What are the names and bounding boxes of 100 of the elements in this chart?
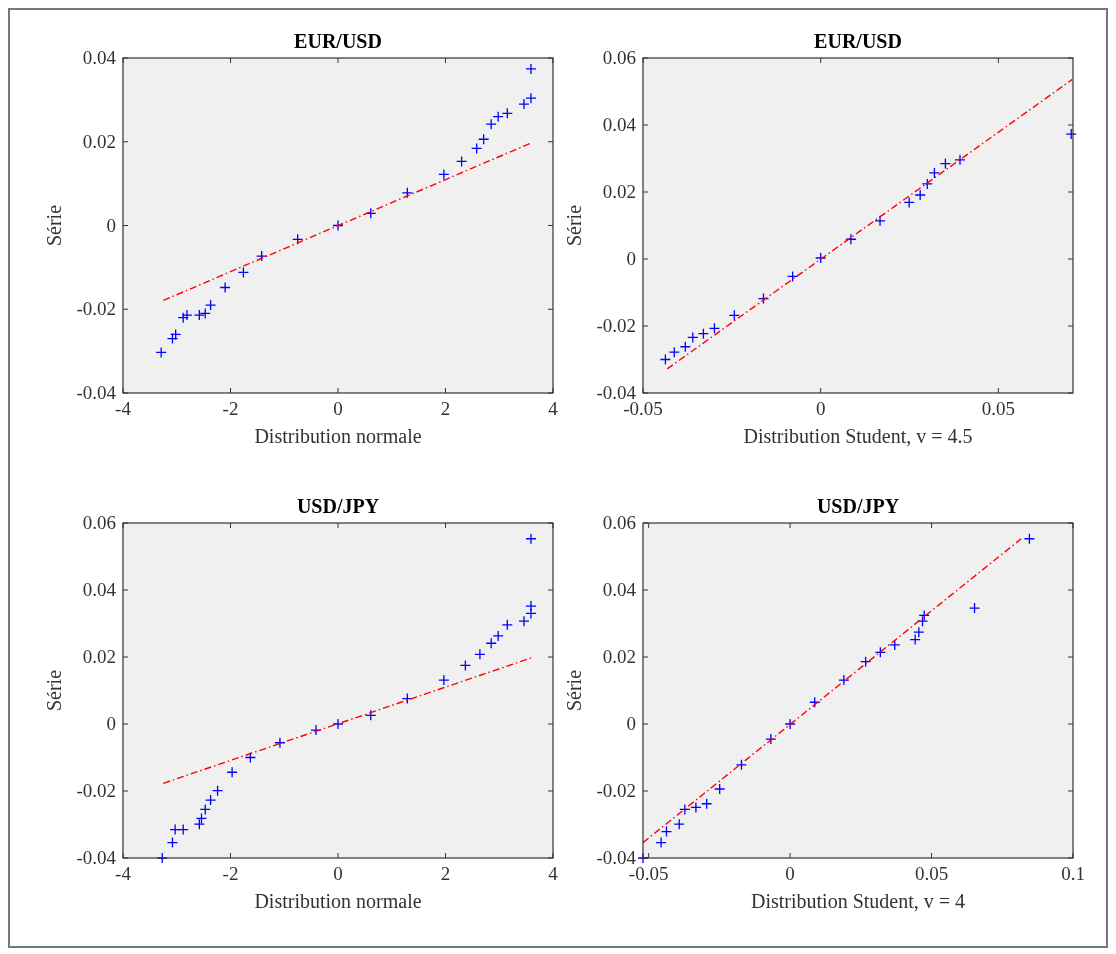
point — [784, 718, 796, 730]
y-tick-label: -0.02 — [596, 315, 636, 336]
x-tick-label: 0.05 — [914, 863, 949, 884]
point — [525, 92, 537, 104]
point — [690, 801, 702, 814]
point — [332, 219, 344, 232]
y-tick-label: 0.06 — [602, 47, 636, 68]
point — [438, 168, 450, 181]
point — [199, 307, 211, 320]
chart-title: EUR/USD — [294, 30, 382, 52]
point — [166, 836, 179, 849]
y-tick-label: 0.02 — [602, 181, 636, 202]
y-axis-title: Série — [563, 669, 585, 712]
point — [485, 118, 497, 130]
point — [310, 724, 322, 736]
point — [195, 812, 208, 825]
y-axis-title: Série — [563, 204, 585, 247]
x-axis-title: Distribution normale — [254, 425, 422, 447]
x-tick-label: -2 — [222, 863, 239, 884]
point — [401, 187, 413, 199]
point — [701, 798, 713, 810]
point — [501, 619, 513, 631]
x-tick-label: 0.1 — [1061, 863, 1085, 884]
x-tick-label: 2 — [440, 863, 451, 884]
y-tick-label: 0.02 — [602, 646, 636, 667]
point — [256, 250, 268, 262]
point — [1023, 533, 1036, 545]
y-tick-label: 0.04 — [602, 579, 637, 600]
point — [859, 656, 872, 668]
point — [668, 346, 680, 358]
point — [728, 309, 740, 321]
point — [471, 142, 483, 155]
y-tick-label: 0.06 — [602, 512, 636, 533]
point — [660, 825, 673, 838]
point — [181, 309, 193, 321]
x-tick-label: 0 — [815, 398, 826, 419]
y-axis-title: Série — [43, 204, 65, 247]
y-tick-label: -0.04 — [76, 382, 117, 403]
point — [525, 63, 537, 75]
point — [889, 639, 901, 651]
point — [765, 733, 777, 745]
point — [438, 674, 450, 686]
point — [474, 648, 486, 660]
point — [169, 823, 181, 836]
x-axis-title: Distribution Student, v = 4.5 — [743, 425, 973, 447]
y-tick-label: 0 — [626, 248, 636, 269]
point — [199, 803, 211, 816]
y-axis-title: Série — [43, 669, 65, 712]
point — [655, 836, 667, 849]
point — [714, 783, 726, 795]
point — [204, 794, 217, 806]
point — [518, 615, 530, 627]
x-tick-label: 0 — [333, 863, 343, 884]
point — [332, 718, 344, 730]
y-tick-label: 0 — [626, 713, 636, 734]
point — [679, 341, 691, 353]
point — [492, 110, 504, 123]
x-tick-label: 2 — [440, 398, 451, 419]
point — [928, 167, 941, 179]
x-axis-title: Distribution Student, v = 4 — [750, 890, 966, 912]
point — [365, 709, 377, 721]
point — [916, 615, 929, 627]
point — [226, 766, 238, 778]
point — [708, 322, 721, 334]
y-tick-label: 0.04 — [602, 114, 637, 135]
point — [679, 803, 691, 816]
point — [219, 281, 231, 294]
y-tick-label: -0.04 — [76, 847, 117, 868]
x-tick-label: 4 — [548, 398, 559, 419]
point — [697, 328, 710, 340]
point — [518, 98, 530, 110]
point — [968, 602, 981, 614]
point — [914, 189, 926, 201]
y-tick-label: 0 — [106, 713, 116, 734]
point — [525, 600, 537, 612]
point — [909, 633, 921, 646]
chart-title: EUR/USD — [814, 30, 902, 52]
point — [501, 107, 513, 119]
point — [954, 154, 966, 166]
x-tick-label: -4 — [115, 398, 132, 419]
point — [459, 659, 472, 672]
point — [455, 155, 468, 168]
point — [492, 630, 504, 642]
y-tick-label: 0.02 — [82, 130, 116, 152]
chart-title: USD/JPY — [816, 495, 900, 517]
y-tick-label: -0.02 — [76, 780, 116, 801]
point — [170, 328, 182, 341]
point — [237, 266, 250, 279]
point — [211, 785, 224, 797]
point — [177, 823, 189, 836]
point — [735, 759, 748, 771]
x-tick-label: -4 — [115, 863, 132, 884]
y-tick-label: 0.02 — [82, 646, 116, 667]
point — [815, 252, 827, 264]
point — [809, 696, 821, 708]
point — [177, 311, 189, 324]
point — [1065, 128, 1077, 140]
point — [478, 133, 490, 145]
point — [204, 299, 217, 311]
point — [913, 626, 925, 638]
